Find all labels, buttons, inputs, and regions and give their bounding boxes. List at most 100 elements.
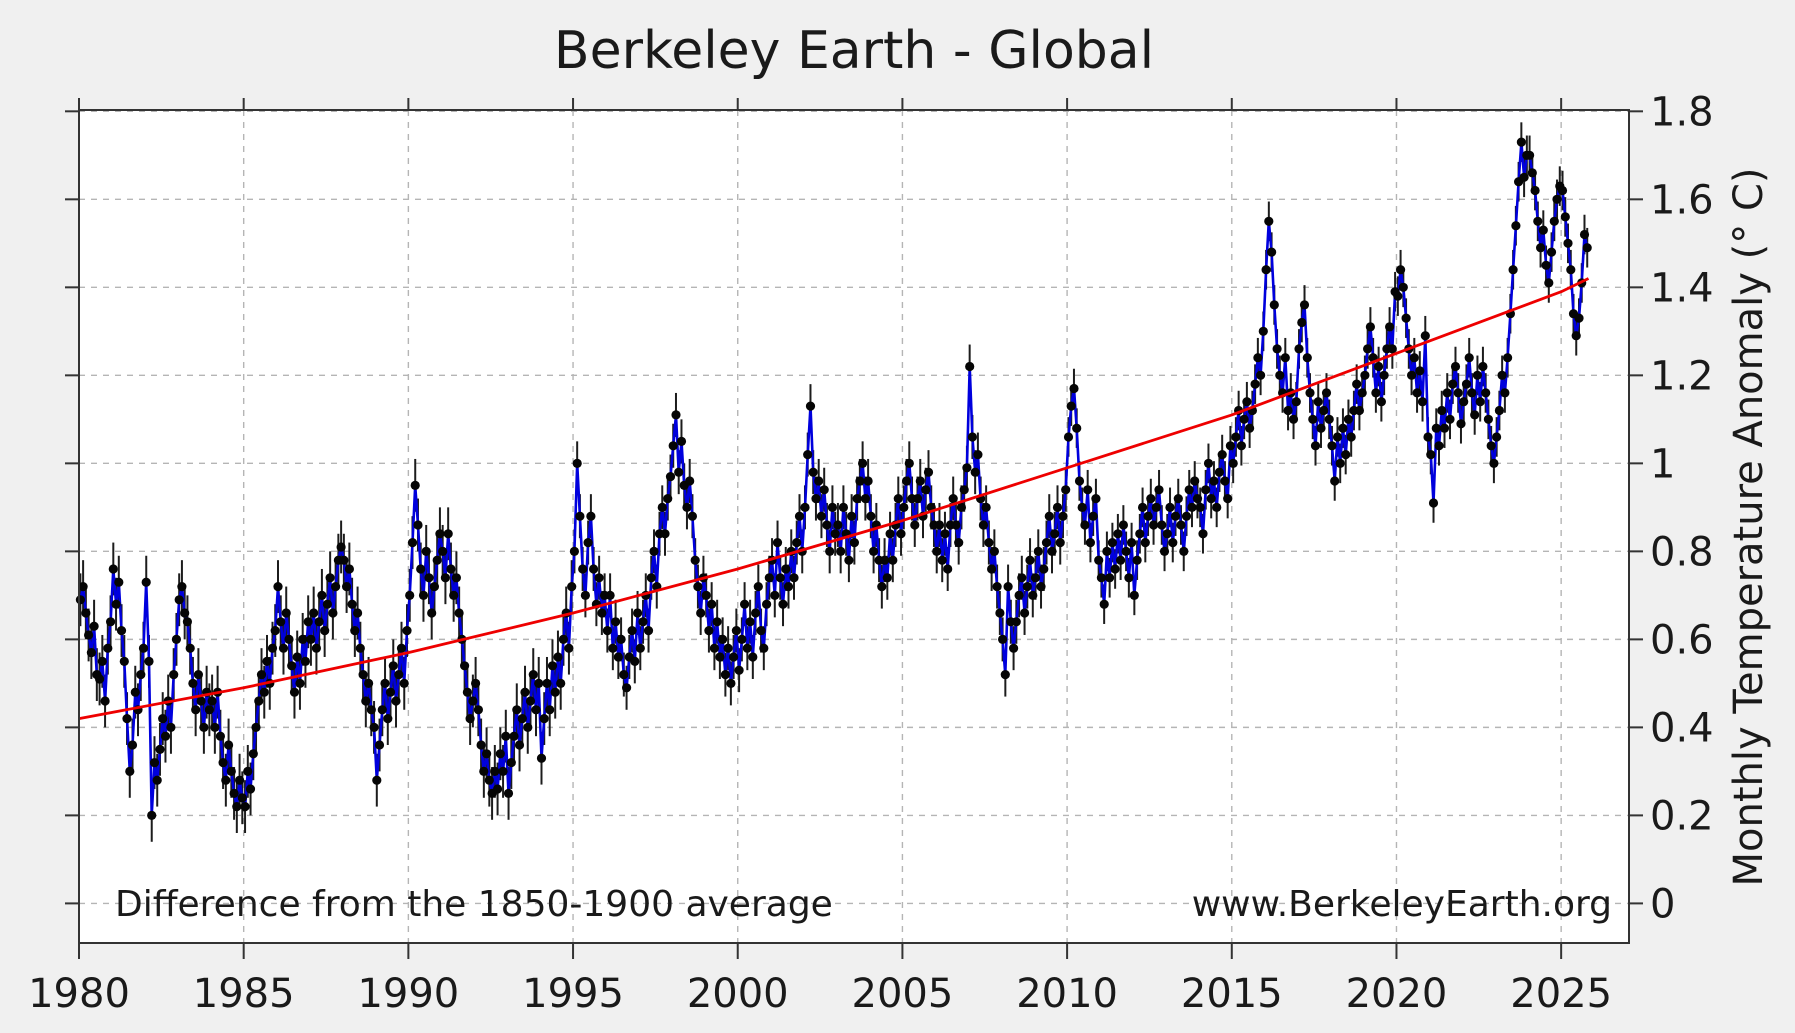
data-point xyxy=(594,573,604,583)
data-point xyxy=(742,643,752,653)
data-point xyxy=(1492,432,1502,442)
x-tick-label: 1985 xyxy=(193,971,295,1017)
data-point xyxy=(235,775,245,785)
data-point xyxy=(1360,370,1370,380)
data-point xyxy=(1338,423,1348,433)
series-polyline xyxy=(79,140,1589,817)
data-point xyxy=(1398,282,1408,292)
data-point xyxy=(418,590,429,601)
data-point xyxy=(605,590,615,601)
data-point xyxy=(1030,573,1041,583)
data-point xyxy=(586,511,596,521)
data-point xyxy=(1280,353,1290,363)
data-point xyxy=(789,573,799,583)
data-point xyxy=(1439,423,1450,433)
data-point xyxy=(882,573,892,583)
data-point xyxy=(1190,476,1200,486)
data-point xyxy=(1363,344,1373,354)
data-point xyxy=(95,674,105,684)
data-point xyxy=(1374,361,1384,372)
data-point xyxy=(1179,546,1189,557)
data-point xyxy=(542,678,552,689)
data-point xyxy=(446,564,456,574)
data-point xyxy=(978,520,989,530)
data-point xyxy=(226,766,236,777)
data-point xyxy=(575,511,585,521)
data-point xyxy=(520,687,530,697)
data-point xyxy=(1519,172,1529,182)
data-point xyxy=(232,802,242,812)
data-point xyxy=(289,687,300,697)
data-point xyxy=(622,683,632,693)
data-point xyxy=(1165,502,1175,512)
data-point xyxy=(1508,265,1518,275)
data-point xyxy=(1198,529,1208,539)
data-point xyxy=(429,582,439,592)
data-point xyxy=(1470,410,1480,420)
data-point xyxy=(1332,432,1343,442)
data-point xyxy=(762,599,772,609)
data-point xyxy=(1055,538,1065,548)
data-point xyxy=(1316,423,1326,433)
data-point xyxy=(1357,388,1367,398)
data-points xyxy=(75,137,1592,821)
data-point xyxy=(1181,511,1192,521)
data-point xyxy=(347,599,357,609)
data-point xyxy=(602,626,613,636)
data-point xyxy=(855,476,865,486)
data-point xyxy=(934,520,945,530)
data-point xyxy=(125,766,135,777)
data-point xyxy=(1044,511,1054,521)
data-point xyxy=(1341,450,1351,460)
data-point xyxy=(325,573,335,583)
data-point xyxy=(303,617,313,627)
data-point xyxy=(1275,370,1285,380)
data-point xyxy=(1310,441,1321,451)
data-point xyxy=(1267,247,1277,257)
data-point xyxy=(836,546,846,557)
data-point xyxy=(1330,476,1340,486)
data-point xyxy=(635,643,645,653)
data-point xyxy=(970,467,980,477)
data-point xyxy=(1140,538,1150,548)
data-point xyxy=(583,538,593,548)
data-point xyxy=(643,626,654,636)
data-point xyxy=(270,626,280,636)
data-point xyxy=(619,670,629,680)
data-point xyxy=(1343,414,1353,424)
data-point xyxy=(759,643,769,653)
data-point xyxy=(1497,370,1507,380)
data-point xyxy=(440,573,450,583)
data-point xyxy=(866,511,876,521)
data-point xyxy=(589,564,599,574)
data-point xyxy=(1385,322,1395,332)
data-point xyxy=(729,652,739,662)
data-point xyxy=(649,546,659,557)
data-point xyxy=(937,555,947,565)
data-point xyxy=(1074,476,1085,486)
data-point xyxy=(1379,370,1389,380)
data-point xyxy=(394,670,404,680)
data-point xyxy=(1025,555,1035,565)
data-point xyxy=(723,643,733,653)
data-point xyxy=(221,775,231,785)
data-point xyxy=(1431,423,1441,433)
data-point xyxy=(547,661,558,671)
data-point xyxy=(1464,353,1474,363)
data-point xyxy=(432,555,442,565)
data-point xyxy=(460,661,470,671)
data-point xyxy=(772,538,783,548)
data-point xyxy=(715,652,725,662)
data-point xyxy=(1228,458,1238,468)
data-point xyxy=(962,463,972,473)
chart-title: Berkeley Earth - Global xyxy=(554,21,1154,81)
data-point xyxy=(122,714,132,724)
data-point xyxy=(1579,229,1590,240)
data-point xyxy=(207,696,217,706)
data-point xyxy=(1393,291,1403,301)
data-point xyxy=(506,758,516,768)
data-point xyxy=(825,546,835,557)
x-tick-label: 2005 xyxy=(852,971,954,1017)
data-point xyxy=(1014,590,1024,601)
y-tick-labels: 0 0.2 0.4 0.6 0.8 1 1.2 1.4 1.6 1.8 xyxy=(1650,89,1714,927)
